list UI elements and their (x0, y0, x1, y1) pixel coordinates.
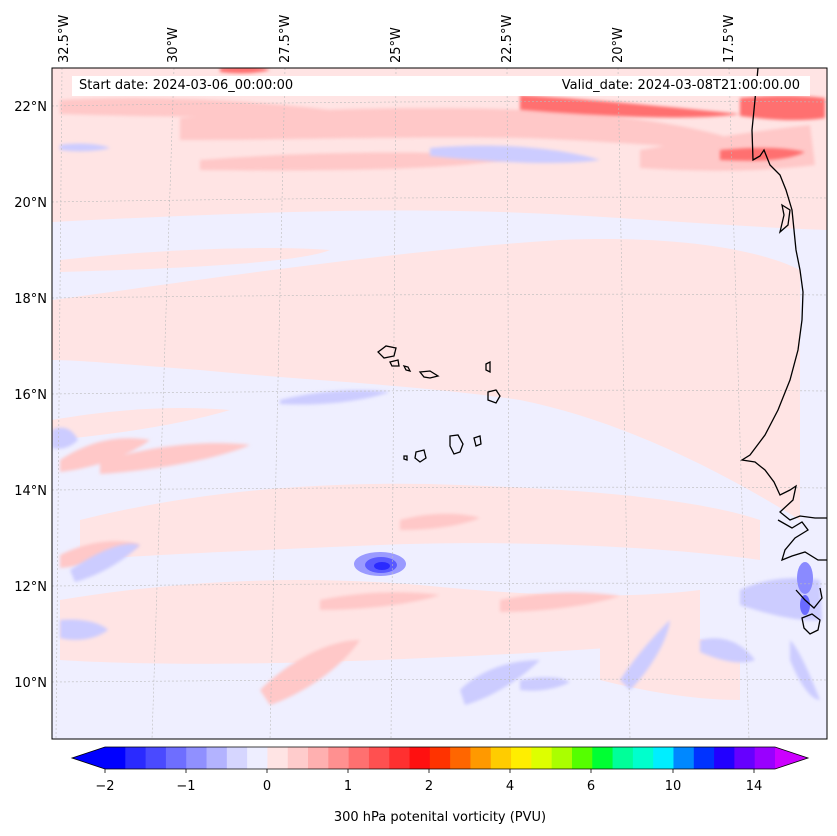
colorbar: −2 −1 0 1 2 4 6 10 14 300 hPa potenital … (70, 746, 810, 825)
colorbar-boxes (105, 747, 776, 769)
cape-verde-islands (377, 345, 501, 463)
colorbar-tick-label: −1 (176, 779, 195, 794)
colorbar-level-box (409, 747, 431, 769)
colorbar-tick-label: 0 (263, 779, 271, 794)
colorbar-level-box (511, 747, 532, 769)
colorbar-level-box (754, 747, 776, 769)
lat-label: 22°N (14, 100, 47, 115)
colorbar-tick-label: −2 (95, 779, 114, 794)
colorbar-level-box (429, 747, 451, 769)
colorbar-level-box (632, 747, 654, 769)
lon-label: 22.5°W (500, 15, 515, 63)
colorbar-level-box (653, 747, 674, 769)
colorbar-level-box (247, 747, 268, 769)
colorbar-level-box (490, 747, 512, 769)
coastlines (740, 68, 827, 635)
colorbar-level-box (612, 747, 634, 769)
lat-label: 16°N (14, 388, 47, 403)
colorbar-level-box (328, 747, 350, 769)
colorbar-level-box (551, 747, 573, 769)
lat-label: 18°N (14, 292, 47, 307)
colorbar-level-box (186, 747, 208, 769)
colorbar-tick-label: 6 (587, 779, 595, 794)
colorbar-level-box (673, 747, 695, 769)
map-frame (51, 67, 828, 740)
valid-date-label: Valid_date: 2024-03-08T21:00:00.00 (561, 78, 800, 93)
pv-moderate-positive-areas (60, 98, 815, 705)
map-area (52, 68, 827, 739)
lon-label: 27.5°W (278, 15, 293, 63)
colorbar-extend-high (775, 747, 808, 769)
colorbar-tick-labels: −2 −1 0 1 2 4 6 10 14 (95, 779, 762, 794)
colorbar-tick-label: 2 (425, 779, 433, 794)
colorbar-level-box (531, 747, 553, 769)
colorbar-tick-label: 14 (746, 779, 763, 794)
start-date-label: Start date: 2024-03-06_00:00:00 (72, 76, 810, 96)
colorbar-level-box (734, 747, 756, 769)
colorbar-level-box (714, 747, 735, 769)
colorbar-level-box (693, 747, 715, 769)
graticule (52, 68, 827, 739)
colorbar-level-box (267, 747, 289, 769)
longitude-labels: 32.5°W 30°W 27.5°W 25°W 22.5°W 20°W 17.5… (57, 15, 737, 63)
colorbar-level-box (105, 747, 126, 769)
lat-label: 20°N (14, 196, 47, 211)
colorbar-level-box (389, 747, 411, 769)
colorbar-tick-label: 10 (665, 779, 682, 794)
colorbar-level-box (226, 747, 248, 769)
colorbar-tick-label: 4 (506, 779, 514, 794)
colorbar-level-box (592, 747, 614, 769)
colorbar-level-box (287, 747, 309, 769)
lon-label: 25°W (389, 27, 404, 63)
colorbar-level-box (571, 747, 593, 769)
lat-label: 14°N (14, 484, 47, 499)
lon-label: 30°W (166, 27, 181, 63)
colorbar-level-box (308, 747, 329, 769)
colorbar-tick-label: 1 (344, 779, 352, 794)
colorbar-ticks (104, 769, 755, 773)
colorbar-level-box (206, 747, 228, 769)
lat-label: 12°N (14, 580, 47, 595)
colorbar-level-box (165, 747, 187, 769)
lat-label: 10°N (14, 676, 47, 691)
colorbar-level-box (145, 747, 167, 769)
lon-label: 32.5°W (57, 15, 72, 63)
colorbar-extend-low (72, 747, 105, 769)
lon-label: 17.5°W (722, 15, 737, 63)
colorbar-level-box (470, 747, 492, 769)
colorbar-level-box (450, 747, 471, 769)
colorbar-level-box (125, 747, 147, 769)
pv-strong-negative-areas (354, 552, 813, 615)
africa-coastline (740, 68, 827, 521)
colorbar-title: 300 hPa potenital vorticity (PVU) (334, 810, 546, 825)
colorbar-level-box (348, 747, 370, 769)
lon-label: 20°W (611, 27, 626, 63)
colorbar-level-box (368, 747, 390, 769)
latitude-labels: 22°N 20°N 18°N 16°N 14°N 12°N 10°N (14, 100, 47, 691)
